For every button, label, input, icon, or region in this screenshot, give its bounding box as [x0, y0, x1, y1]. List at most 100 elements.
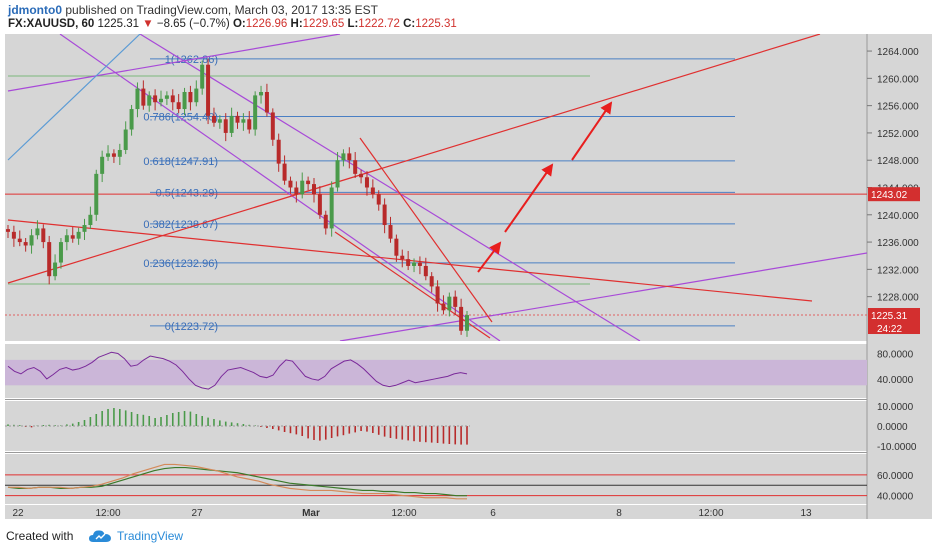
chart-canvas[interactable]: 1(1262.86)0.786(1254.40)0.618(1247.91)0.… — [0, 34, 932, 522]
bar-countdown-label: 24:22 — [877, 324, 902, 335]
candle-body — [147, 95, 152, 106]
x-tick-label: 6 — [490, 508, 496, 519]
horizontal-line-label: 1243.02 — [871, 190, 908, 201]
candle-body — [123, 129, 128, 150]
candle-body — [465, 315, 469, 331]
time-axis — [5, 505, 867, 519]
fib-level-label: 0.5(1243.29) — [156, 187, 218, 199]
candle-body — [247, 119, 252, 130]
fib-level-label: 0.382(1238.67) — [143, 219, 218, 231]
fib-level-label: 0.236(1232.96) — [143, 258, 218, 270]
candle-body — [170, 95, 175, 103]
y-tick-label: 1236.000 — [877, 238, 919, 249]
footer-bar: Created with TradingView — [0, 522, 932, 550]
candle-body — [64, 235, 69, 243]
candle-body — [406, 259, 411, 266]
candle-body — [235, 115, 240, 123]
candle-body — [117, 149, 122, 157]
last-price: 1225.31 — [97, 18, 140, 30]
trend-line — [7, 34, 141, 161]
candle-body — [47, 242, 52, 277]
candle-body — [229, 115, 234, 133]
y-tick-label: 1252.000 — [877, 129, 919, 140]
x-tick-label: 12:00 — [95, 508, 120, 519]
candle-body — [400, 255, 405, 260]
price-axis — [867, 34, 932, 519]
candle-body — [188, 91, 193, 103]
last-price-label: 1225.31 — [871, 311, 908, 322]
candle-body — [341, 153, 346, 161]
candle-body — [23, 242, 28, 246]
x-tick-label: Mar — [302, 508, 320, 519]
candle-body — [429, 276, 434, 287]
candle-body — [100, 156, 105, 174]
macd-tick-label: 0.0000 — [877, 422, 908, 433]
candle-body — [106, 153, 111, 157]
candle-body — [376, 194, 381, 205]
channel-line — [7, 34, 341, 92]
candle-body — [111, 153, 116, 157]
candle-body — [6, 229, 10, 232]
candle-body — [353, 160, 358, 174]
x-tick-label: 8 — [616, 508, 622, 519]
wedge-line — [359, 137, 493, 323]
candle-body — [76, 231, 81, 239]
candle-body — [347, 153, 352, 161]
candle-body — [300, 180, 305, 195]
tradingview-logo-text[interactable]: TradingView — [117, 529, 184, 543]
candle-body — [194, 88, 199, 103]
candle-body — [206, 64, 211, 116]
candle-body — [29, 235, 34, 246]
candle-body — [259, 91, 264, 96]
fib-level-label: 0.618(1247.91) — [143, 156, 218, 168]
candle-body — [323, 214, 328, 229]
candle-body — [359, 173, 364, 178]
candle-body — [129, 109, 134, 130]
y-tick-label: 1264.000 — [877, 47, 919, 58]
y-tick-label: 1260.000 — [877, 74, 919, 85]
candle-body — [264, 91, 269, 113]
oscillator-tick-label: 40.0000 — [877, 492, 914, 503]
candle-body — [412, 262, 417, 266]
candle-body — [276, 139, 281, 164]
candle-body — [135, 88, 140, 110]
y-tick-label: 1228.000 — [877, 293, 919, 304]
candle-body — [253, 95, 258, 130]
low-value: 1222.72 — [358, 18, 400, 30]
candle-body — [441, 303, 446, 311]
candle-body — [288, 180, 293, 188]
macd-tick-label: 10.0000 — [877, 402, 914, 413]
candle-body — [388, 225, 393, 239]
oscillator-pane — [5, 454, 867, 504]
candle-body — [270, 112, 275, 140]
low-label: L: — [347, 18, 359, 30]
candle-body — [306, 180, 311, 185]
rsi-line — [7, 351, 468, 390]
published-text: published on TradingView.com, March 03, … — [65, 3, 378, 17]
publish-line: jdmonto0 published on TradingView.com, M… — [8, 3, 378, 17]
chart-header: jdmonto0 published on TradingView.com, M… — [0, 0, 932, 34]
open-label: O: — [232, 18, 246, 30]
forecast-arrow — [504, 163, 554, 233]
candle-body — [459, 306, 464, 331]
candle-body — [94, 173, 99, 215]
candle-body — [217, 119, 222, 123]
oscillator-line — [8, 463, 467, 500]
y-tick-label: 1240.000 — [877, 211, 919, 222]
high-value: 1229.65 — [302, 18, 345, 30]
fib-level-label: 0(1223.72) — [165, 321, 218, 333]
x-tick-label: 22 — [12, 508, 24, 519]
candle-body — [364, 177, 369, 188]
x-tick-label: 13 — [800, 508, 812, 519]
author-link[interactable]: jdmonto0 — [8, 3, 62, 17]
candle-body — [317, 194, 322, 215]
candle-body — [329, 187, 334, 229]
trend-line — [7, 34, 821, 284]
candle-body — [58, 242, 63, 263]
down-arrow-icon: ▼ — [142, 18, 154, 30]
channel-line — [139, 34, 641, 341]
forecast-arrow — [477, 241, 502, 273]
candle-body — [11, 231, 16, 239]
candle-body — [164, 95, 169, 99]
candle-body — [435, 286, 440, 304]
